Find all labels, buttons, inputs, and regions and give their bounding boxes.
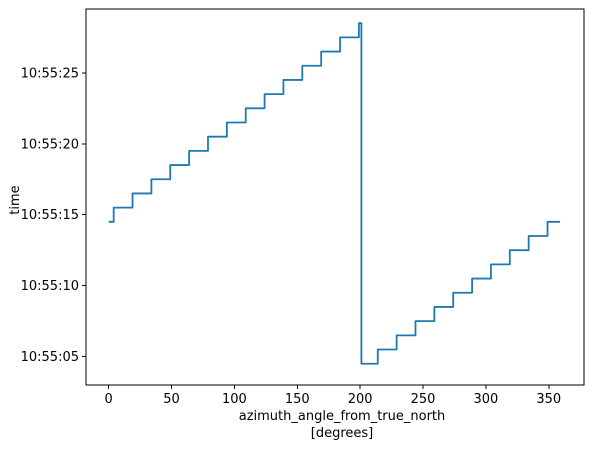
- series-line-0: [108, 22, 561, 365]
- y-axis-label: time: [8, 185, 23, 214]
- x-axis-label: azimuth_angle_from_true_north: [239, 409, 446, 424]
- y-tick-label: 10:55:25: [21, 66, 79, 81]
- plot-frame: [85, 8, 585, 386]
- x-tick-label: 50: [163, 392, 180, 407]
- x-axis: 0 50 100 150 200 250 300 350: [104, 385, 561, 407]
- plot-area: [85, 8, 585, 386]
- x-tick-label: 0: [104, 392, 112, 407]
- y-tick-label: 10:55:10: [21, 279, 79, 294]
- y-axis: 10:55:05 10:55:10 10:55:15 10:55:20 10:55:25: [21, 66, 86, 365]
- y-tick-label: 10:55:05: [21, 350, 79, 365]
- x-tick-label: 150: [285, 392, 310, 407]
- x-tick-label: 200: [348, 392, 373, 407]
- y-tick-label: 10:55:20: [21, 137, 79, 152]
- x-tick-label: 100: [222, 392, 247, 407]
- x-tick-label: 300: [473, 392, 498, 407]
- x-tick-label: 250: [411, 392, 436, 407]
- y-tick-label: 10:55:15: [21, 208, 79, 223]
- x-tick-label: 350: [536, 392, 561, 407]
- x-axis-unit: [degrees]: [311, 426, 373, 441]
